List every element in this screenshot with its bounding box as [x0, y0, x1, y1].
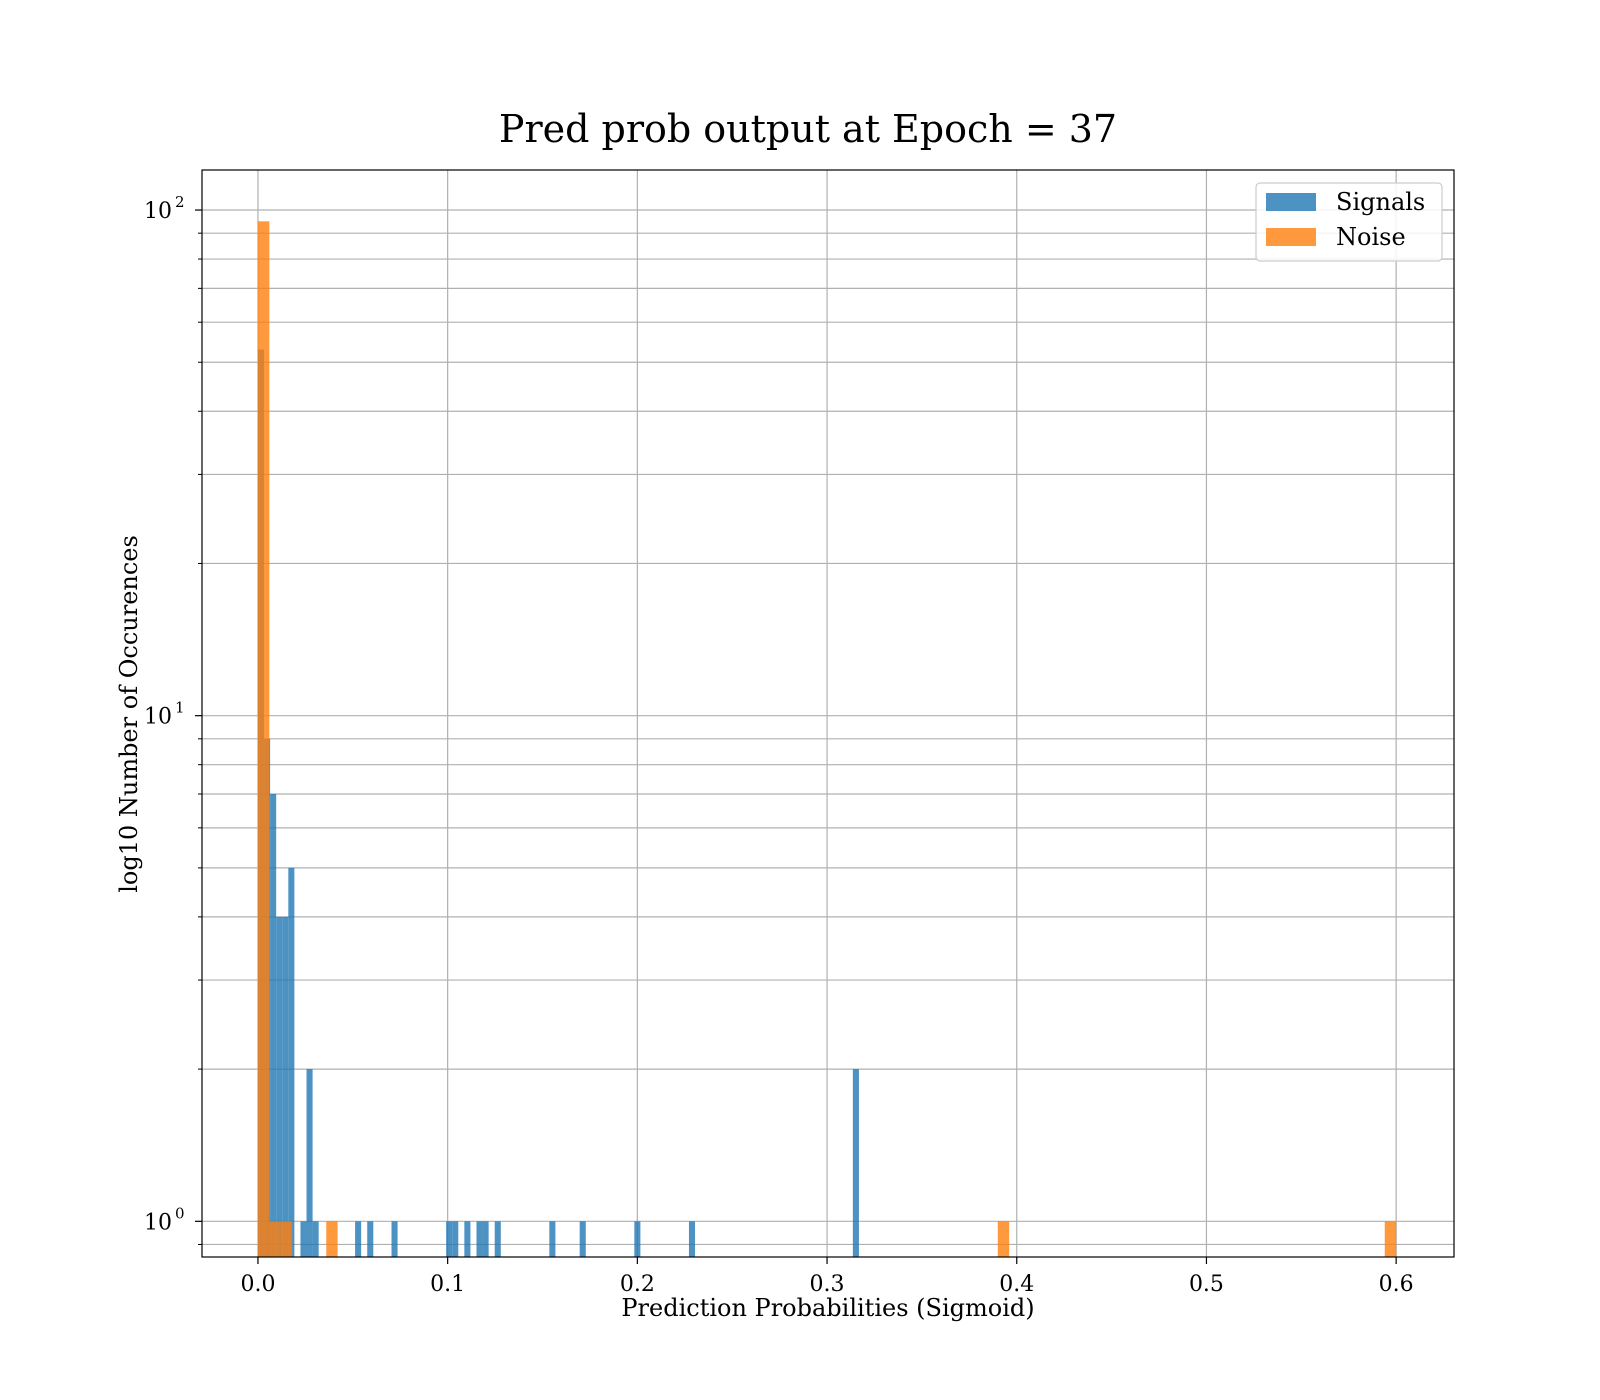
y-tick-label: 10 — [144, 705, 172, 730]
grid-lines — [202, 170, 1454, 1257]
signal-bar — [634, 1221, 641, 1257]
y-axis-label: log10 Number of Occurences — [115, 535, 143, 893]
x-tick-label: 0.4 — [999, 1272, 1034, 1297]
noise-bar — [257, 221, 270, 1257]
noise-bar — [269, 1221, 281, 1257]
y-tick-exponent: 0 — [175, 1204, 185, 1222]
signal-bar — [300, 1221, 307, 1257]
x-tick-label: 0.6 — [1379, 1272, 1414, 1297]
legend-swatch-noise — [1266, 228, 1316, 246]
legend: Signals Noise — [1255, 182, 1443, 262]
signal-bar — [476, 1221, 483, 1257]
noise-bar — [326, 1221, 338, 1257]
x-tick-label: 0.0 — [240, 1272, 275, 1297]
signal-bar — [579, 1221, 586, 1257]
signal-bar — [282, 916, 289, 1257]
signal-bar — [306, 1069, 313, 1257]
signal-bar — [852, 1069, 859, 1257]
signal-bar — [355, 1221, 362, 1257]
chart-title: Pred prob output at Epoch = 37 — [499, 107, 1117, 151]
y-tick-label: 10 — [144, 1210, 172, 1235]
noise-bar — [280, 1221, 293, 1257]
signal-bar — [312, 1221, 319, 1257]
noise-bar — [997, 1221, 1010, 1257]
signal-bar — [288, 867, 295, 1257]
legend-swatch-signals — [1266, 193, 1316, 211]
signal-bar — [446, 1221, 453, 1257]
noise-bars — [257, 221, 1397, 1257]
legend-label-noise: Noise — [1336, 223, 1406, 251]
signal-bar — [494, 1221, 501, 1257]
y-tick-label: 10 — [144, 199, 172, 224]
signal-bar — [391, 1221, 398, 1257]
x-axis: 0.0 0.1 0.2 0.3 0.4 0.5 0.6 — [240, 1257, 1414, 1297]
y-tick-exponent: 2 — [175, 193, 185, 211]
x-tick-label: 0.2 — [620, 1272, 655, 1297]
y-tick-exponent: 1 — [175, 699, 185, 717]
signal-bar — [270, 793, 277, 1257]
x-tick-label: 0.5 — [1189, 1272, 1224, 1297]
signals-bars — [257, 349, 859, 1258]
noise-bar — [1384, 1221, 1397, 1257]
x-tick-label: 0.1 — [430, 1272, 465, 1297]
x-tick-label: 0.3 — [810, 1272, 845, 1297]
x-axis-label: Prediction Probabilities (Sigmoid) — [621, 1294, 1034, 1322]
signal-bar — [452, 1221, 459, 1257]
signal-bar — [276, 916, 283, 1257]
signal-bar — [367, 1221, 374, 1257]
signal-bar — [549, 1221, 556, 1257]
signal-bar — [482, 1221, 489, 1257]
legend-label-signals: Signals — [1336, 188, 1425, 216]
signal-bar — [688, 1221, 696, 1257]
signal-bar — [464, 1221, 471, 1257]
plot-frame — [201, 169, 1455, 1258]
